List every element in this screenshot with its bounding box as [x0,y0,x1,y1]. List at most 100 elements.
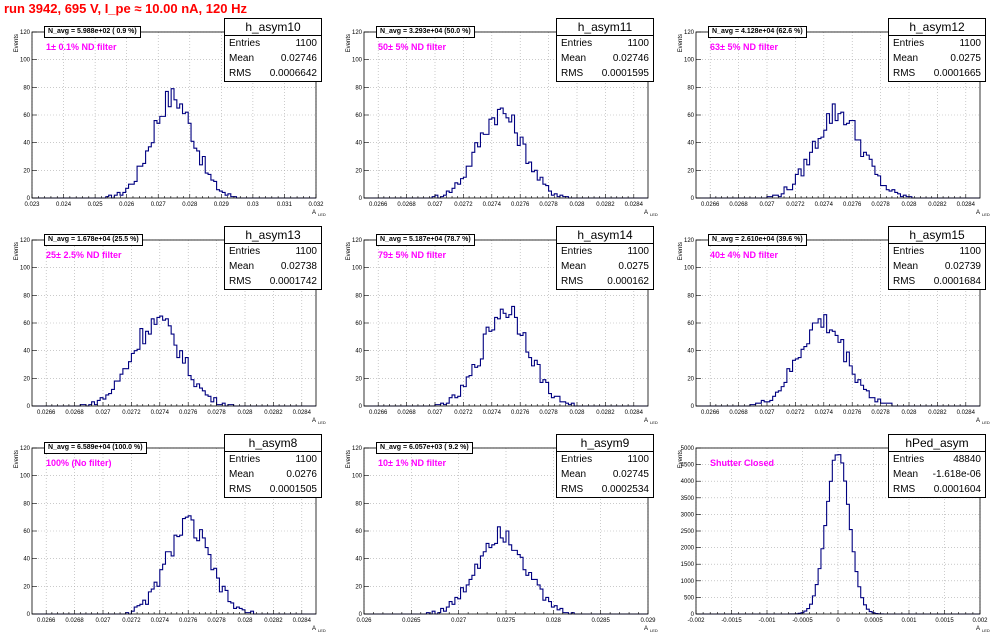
stats-row-entries: Entries 48840 [893,454,981,465]
y-tick-label: 80 [687,293,694,299]
x-tick-label: 0.0284 [293,410,312,416]
y-tick-label: 120 [684,238,695,244]
y-tick-label: 20 [355,376,362,382]
y-tick-label: 80 [355,85,362,91]
x-tick-label: 0.032 [308,202,324,208]
x-tick-label: -0.0015 [721,618,742,624]
stats-row-mean: Mean 0.0275 [893,53,981,64]
histogram-plot: 0.0266 0.0268 0.027 0.0272 0.0274 0.0276 0.027… [14,446,326,633]
x-tick-label: 0.0284 [625,202,644,208]
y-tick-label: 100 [20,474,31,480]
x-axis-title: A [976,210,980,216]
y-tick-label: 0 [691,196,695,202]
x-axis-title: A [644,626,648,632]
y-tick-label: 5000 [681,446,695,452]
x-tick-label: 0.0015 [935,618,954,624]
x-tick-label: 0.027 [759,202,775,208]
x-tick-label: 0.0268 [65,410,84,416]
y-tick-label: 60 [355,321,362,327]
y-axis-title: Events [14,242,20,260]
y-tick-label: 0 [27,404,31,410]
y-tick-label: 2500 [681,529,695,535]
filter-label: 40± 4% ND filter [710,250,778,260]
x-tick-label: 0.0266 [701,410,720,416]
stats-row-mean: Mean 0.0276 [229,469,317,480]
y-tick-label: 80 [687,85,694,91]
histogram-name: h_asym11 [557,19,653,36]
y-tick-label: 20 [355,584,362,590]
histogram-plot: 0.0266 0.0268 0.027 0.0272 0.0274 0.0276 0.027… [346,30,658,217]
stats-row-mean: Mean 0.02746 [229,53,317,64]
stats-row-entries: Entries 1100 [229,38,317,49]
stats-box: hPed_asym Entries 48840 Mean -1.618e-06 RMS 0.… [888,434,986,498]
x-tick-label: 0.025 [88,202,104,208]
stats-row-rms: RMS 0.0001665 [893,68,981,79]
svg-text:LED: LED [982,212,990,217]
y-tick-label: 40 [355,349,362,355]
x-tick-label: 0.0272 [786,202,805,208]
x-tick-label: 0.031 [277,202,293,208]
y-tick-label: 80 [23,293,30,299]
y-tick-label: 0 [359,404,363,410]
x-axis-title: A [312,210,316,216]
x-tick-label: 0.0005 [864,618,883,624]
n-avg-label: N_avg = 3.293e+04 (50.0 %) [376,26,475,38]
histogram-series [32,515,316,615]
histogram-pad-h_asym12: 0.0266 0.0268 0.027 0.0272 0.0274 0.0276 0.027… [674,18,990,218]
svg-text:LED: LED [318,628,326,633]
stats-row-rms: RMS 0.0002534 [561,484,649,495]
n-avg-label: N_avg = 2.610e+04 (39.6 %) [708,234,807,246]
stats-box: h_asym8 Entries 1100 Mean 0.0276 RMS 0.0001505 [224,434,322,498]
y-tick-label: 60 [687,321,694,327]
x-tick-label: 0.0268 [729,410,748,416]
x-tick-label: 0.027 [451,618,467,624]
histogram-pad-h_asym13: 0.0266 0.0268 0.027 0.0272 0.0274 0.0276 0.027… [10,226,326,426]
histogram-name: h_asym8 [225,435,321,452]
svg-text:LED: LED [318,212,326,217]
x-tick-label: 0.0276 [179,410,198,416]
filter-label: Shutter Closed [710,458,775,468]
n-avg-label: N_avg = 4.128e+04 (62.6 %) [708,26,807,38]
y-tick-label: 100 [352,58,363,64]
stats-box: h_asym11 Entries 1100 Mean 0.02746 RMS 0.00015… [556,18,654,82]
x-tick-label: 0.0282 [596,410,615,416]
x-tick-label: 0.028 [901,202,917,208]
x-tick-label: 0.0285 [591,618,610,624]
stats-row-rms: RMS 0.000162 [561,276,649,287]
y-axis-title: Events [346,450,352,468]
y-tick-label: 120 [20,30,31,36]
y-tick-label: 100 [352,474,363,480]
stats-box: h_asym13 Entries 1100 Mean 0.02738 RMS 0.00017… [224,226,322,290]
x-tick-label: 0.0276 [843,202,862,208]
histogram-plot: 0.023 0.024 0.025 0.026 0.027 0.028 0.029 0.03 0… [14,30,326,217]
x-tick-label: 0.0272 [454,410,473,416]
x-tick-label: 0.0282 [264,618,283,624]
y-tick-label: 40 [687,349,694,355]
y-tick-label: 120 [20,238,31,244]
y-tick-label: 100 [20,58,31,64]
stats-row-mean: Mean 0.02739 [893,261,981,272]
x-axis-title: A [644,418,648,424]
x-tick-label: 0.023 [24,202,40,208]
stats-box: h_asym12 Entries 1100 Mean 0.0275 RMS 0.000166… [888,18,986,82]
x-tick-label: 0.027 [95,410,111,416]
x-tick-label: 0.0278 [871,202,890,208]
x-tick-label: 0.027 [151,202,167,208]
stats-row-mean: Mean 0.02746 [561,53,649,64]
x-tick-label: 0.0274 [483,202,502,208]
histogram-series [364,107,648,199]
y-tick-label: 40 [23,349,30,355]
y-tick-label: 20 [23,584,30,590]
x-tick-label: 0.0274 [151,618,170,624]
x-tick-label: 0.028 [901,410,917,416]
x-axis-title: A [976,418,980,424]
stats-row-entries: Entries 1100 [893,246,981,257]
y-tick-label: 0 [27,196,31,202]
histogram-series [696,103,980,199]
y-tick-label: 80 [23,501,30,507]
y-axis-title: Events [678,242,684,260]
stats-row-entries: Entries 1100 [229,454,317,465]
stats-row-mean: Mean 0.0275 [561,261,649,272]
stats-row-rms: RMS 0.0006642 [229,68,317,79]
y-tick-label: 100 [684,266,695,272]
